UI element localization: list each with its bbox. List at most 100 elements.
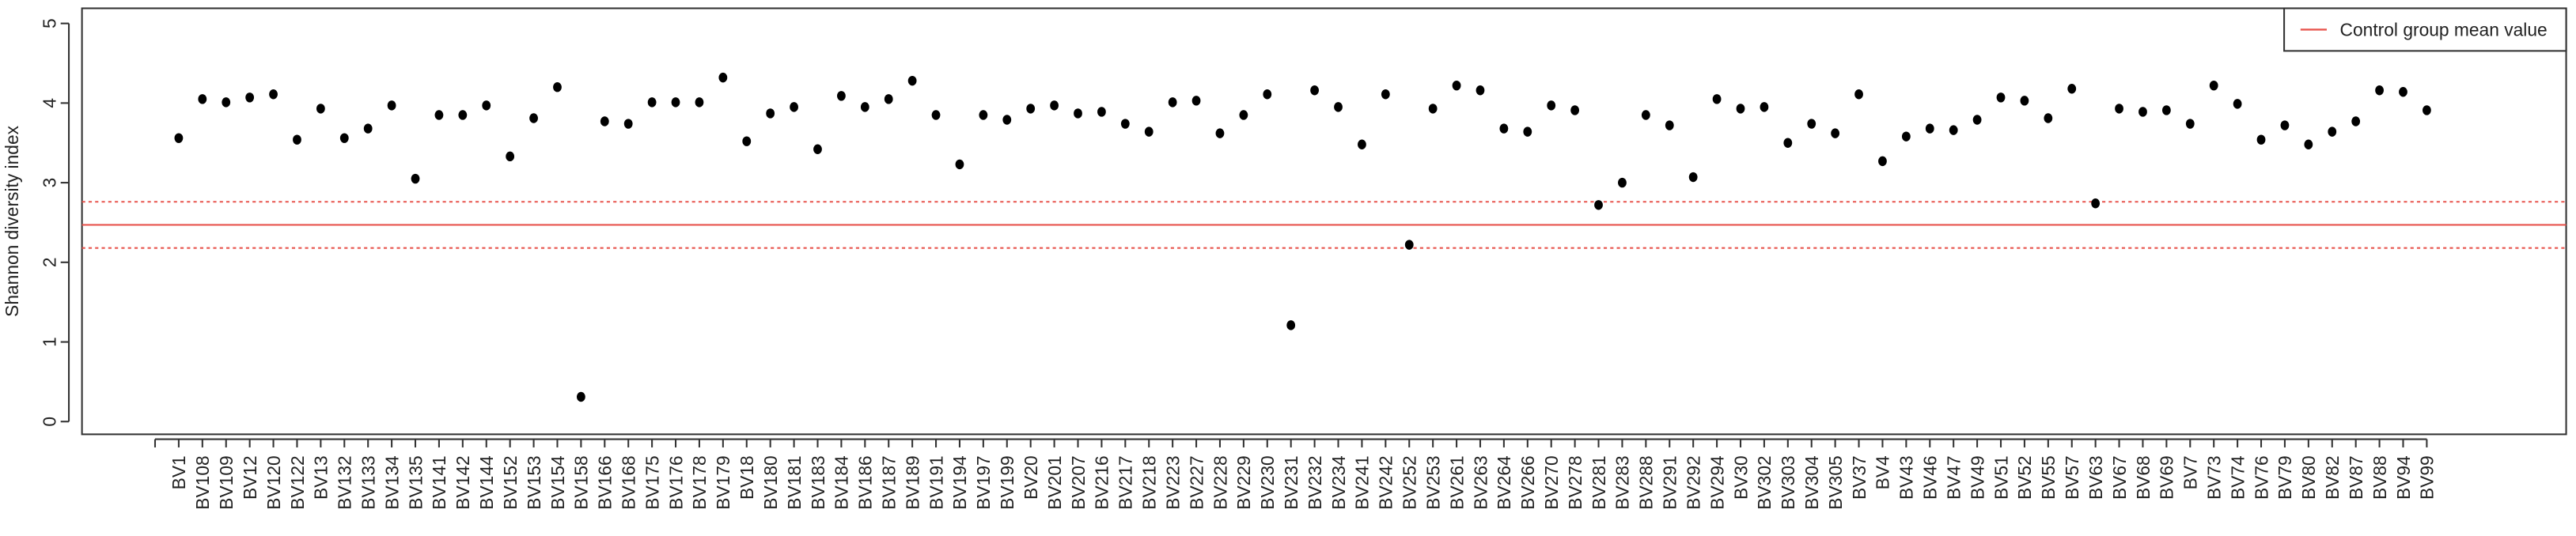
data-point — [1618, 177, 1627, 188]
x-tick-label: BV294 — [1707, 455, 1727, 509]
data-point — [742, 136, 752, 146]
data-point — [1191, 96, 1201, 106]
data-point — [2328, 126, 2337, 137]
y-tick-label: 4 — [39, 98, 59, 108]
data-point — [1097, 107, 1106, 117]
x-tick-label: BV207 — [1068, 455, 1089, 509]
x-tick-label: BV231 — [1281, 455, 1301, 509]
x-tick-label: BV201 — [1044, 455, 1065, 509]
x-tick-label: BV79 — [2275, 455, 2295, 500]
data-point — [2161, 105, 2171, 115]
x-tick-label: BV18 — [737, 455, 757, 500]
x-tick-label: BV76 — [2251, 455, 2271, 500]
x-tick-label: BV43 — [1896, 455, 1917, 500]
x-tick-label: BV218 — [1139, 455, 1160, 509]
data-point — [2044, 113, 2053, 123]
data-point — [1168, 97, 1177, 108]
data-point — [1712, 94, 1722, 104]
y-axis-label: Shannon diversity index — [2, 125, 22, 316]
plot-frame — [81, 7, 2567, 436]
x-tick-label: BV63 — [2085, 455, 2106, 500]
y-tick-label: 0 — [39, 417, 59, 427]
x-tick-label: BV12 — [240, 455, 260, 500]
data-point — [1026, 104, 1036, 114]
x-tick-label: BV187 — [879, 455, 900, 509]
data-point — [1570, 105, 1580, 115]
data-point — [1215, 128, 1225, 138]
data-point — [1334, 102, 1343, 112]
x-tick-label: BV134 — [381, 455, 402, 509]
data-point — [458, 110, 468, 120]
x-tick-label: BV281 — [1589, 455, 1609, 509]
x-tick-label: BV142 — [453, 455, 473, 509]
x-tick-label: BV180 — [760, 455, 781, 509]
data-point — [1120, 119, 1130, 129]
data-point — [623, 119, 633, 129]
x-tick-label: BV178 — [689, 455, 710, 509]
data-point — [2115, 104, 2123, 114]
x-tick-label: BV176 — [665, 455, 686, 509]
data-point — [2067, 84, 2077, 94]
data-point — [1310, 85, 1319, 96]
x-tick-label: BV67 — [2109, 455, 2130, 500]
data-point — [2020, 96, 2029, 106]
x-tick-label: BV13 — [311, 455, 331, 500]
x-tick-label: BV186 — [855, 455, 876, 509]
data-point — [434, 110, 444, 120]
x-tick-label: BV47 — [1943, 455, 1964, 500]
x-tick-label: BV304 — [1801, 455, 1822, 509]
data-point — [411, 173, 420, 184]
x-tick-label: BV291 — [1660, 455, 1680, 509]
x-tick-label: BV232 — [1305, 455, 1325, 509]
data-point — [1286, 320, 1296, 330]
x-tick-label: BV69 — [2157, 455, 2177, 500]
x-tick-label: BV303 — [1778, 455, 1798, 509]
x-tick-label: BV261 — [1446, 455, 1467, 509]
x-tick-label: BV253 — [1422, 455, 1443, 509]
y-tick-label: 1 — [39, 337, 59, 347]
data-point — [1263, 89, 1272, 100]
x-tick-label: BV82 — [2322, 455, 2343, 500]
x-tick-label: BV57 — [2062, 455, 2082, 500]
y-tick-label: 5 — [39, 18, 59, 28]
data-point — [1452, 80, 1461, 91]
data-point — [1972, 115, 1982, 125]
data-point — [1002, 115, 1012, 125]
x-tick-label: BV154 — [547, 455, 568, 509]
x-tick-label: BV184 — [832, 455, 852, 509]
x-tick-label: BV194 — [949, 455, 970, 509]
x-tick-label: BV87 — [2346, 455, 2366, 500]
x-tick-label: BV122 — [287, 455, 308, 509]
x-tick-label: BV229 — [1233, 455, 1254, 509]
data-point — [293, 134, 301, 145]
x-tick-label: BV302 — [1754, 455, 1775, 509]
data-point — [506, 151, 515, 162]
data-point — [1760, 102, 1769, 112]
data-point — [955, 159, 964, 170]
x-tick-label: BV292 — [1683, 455, 1703, 509]
data-point — [339, 133, 349, 143]
data-point — [884, 94, 893, 104]
x-tick-label: BV144 — [476, 455, 497, 509]
data-point — [363, 123, 373, 134]
data-point — [837, 91, 846, 101]
x-tick-label: BV305 — [1825, 455, 1846, 509]
data-point — [576, 391, 585, 402]
data-point — [931, 110, 941, 120]
x-tick-label: BV283 — [1612, 455, 1633, 509]
x-tick-label: BV1 — [169, 455, 189, 489]
x-tick-label: BV263 — [1470, 455, 1491, 509]
x-tick-label: BV108 — [192, 455, 213, 509]
x-tick-label: BV264 — [1494, 455, 1514, 509]
data-point — [1665, 120, 1674, 130]
x-tick-label: BV234 — [1328, 455, 1349, 509]
x-tick-label: BV133 — [358, 455, 378, 509]
data-point — [174, 133, 184, 143]
x-tick-label: BV223 — [1162, 455, 1183, 509]
x-tick-label: BV175 — [642, 455, 662, 509]
data-point — [1878, 156, 1887, 167]
x-tick-label: BV37 — [1849, 455, 1869, 500]
x-tick-label: BV168 — [618, 455, 638, 509]
x-tick-label: BV20 — [1021, 455, 1041, 500]
data-point — [2233, 99, 2242, 109]
